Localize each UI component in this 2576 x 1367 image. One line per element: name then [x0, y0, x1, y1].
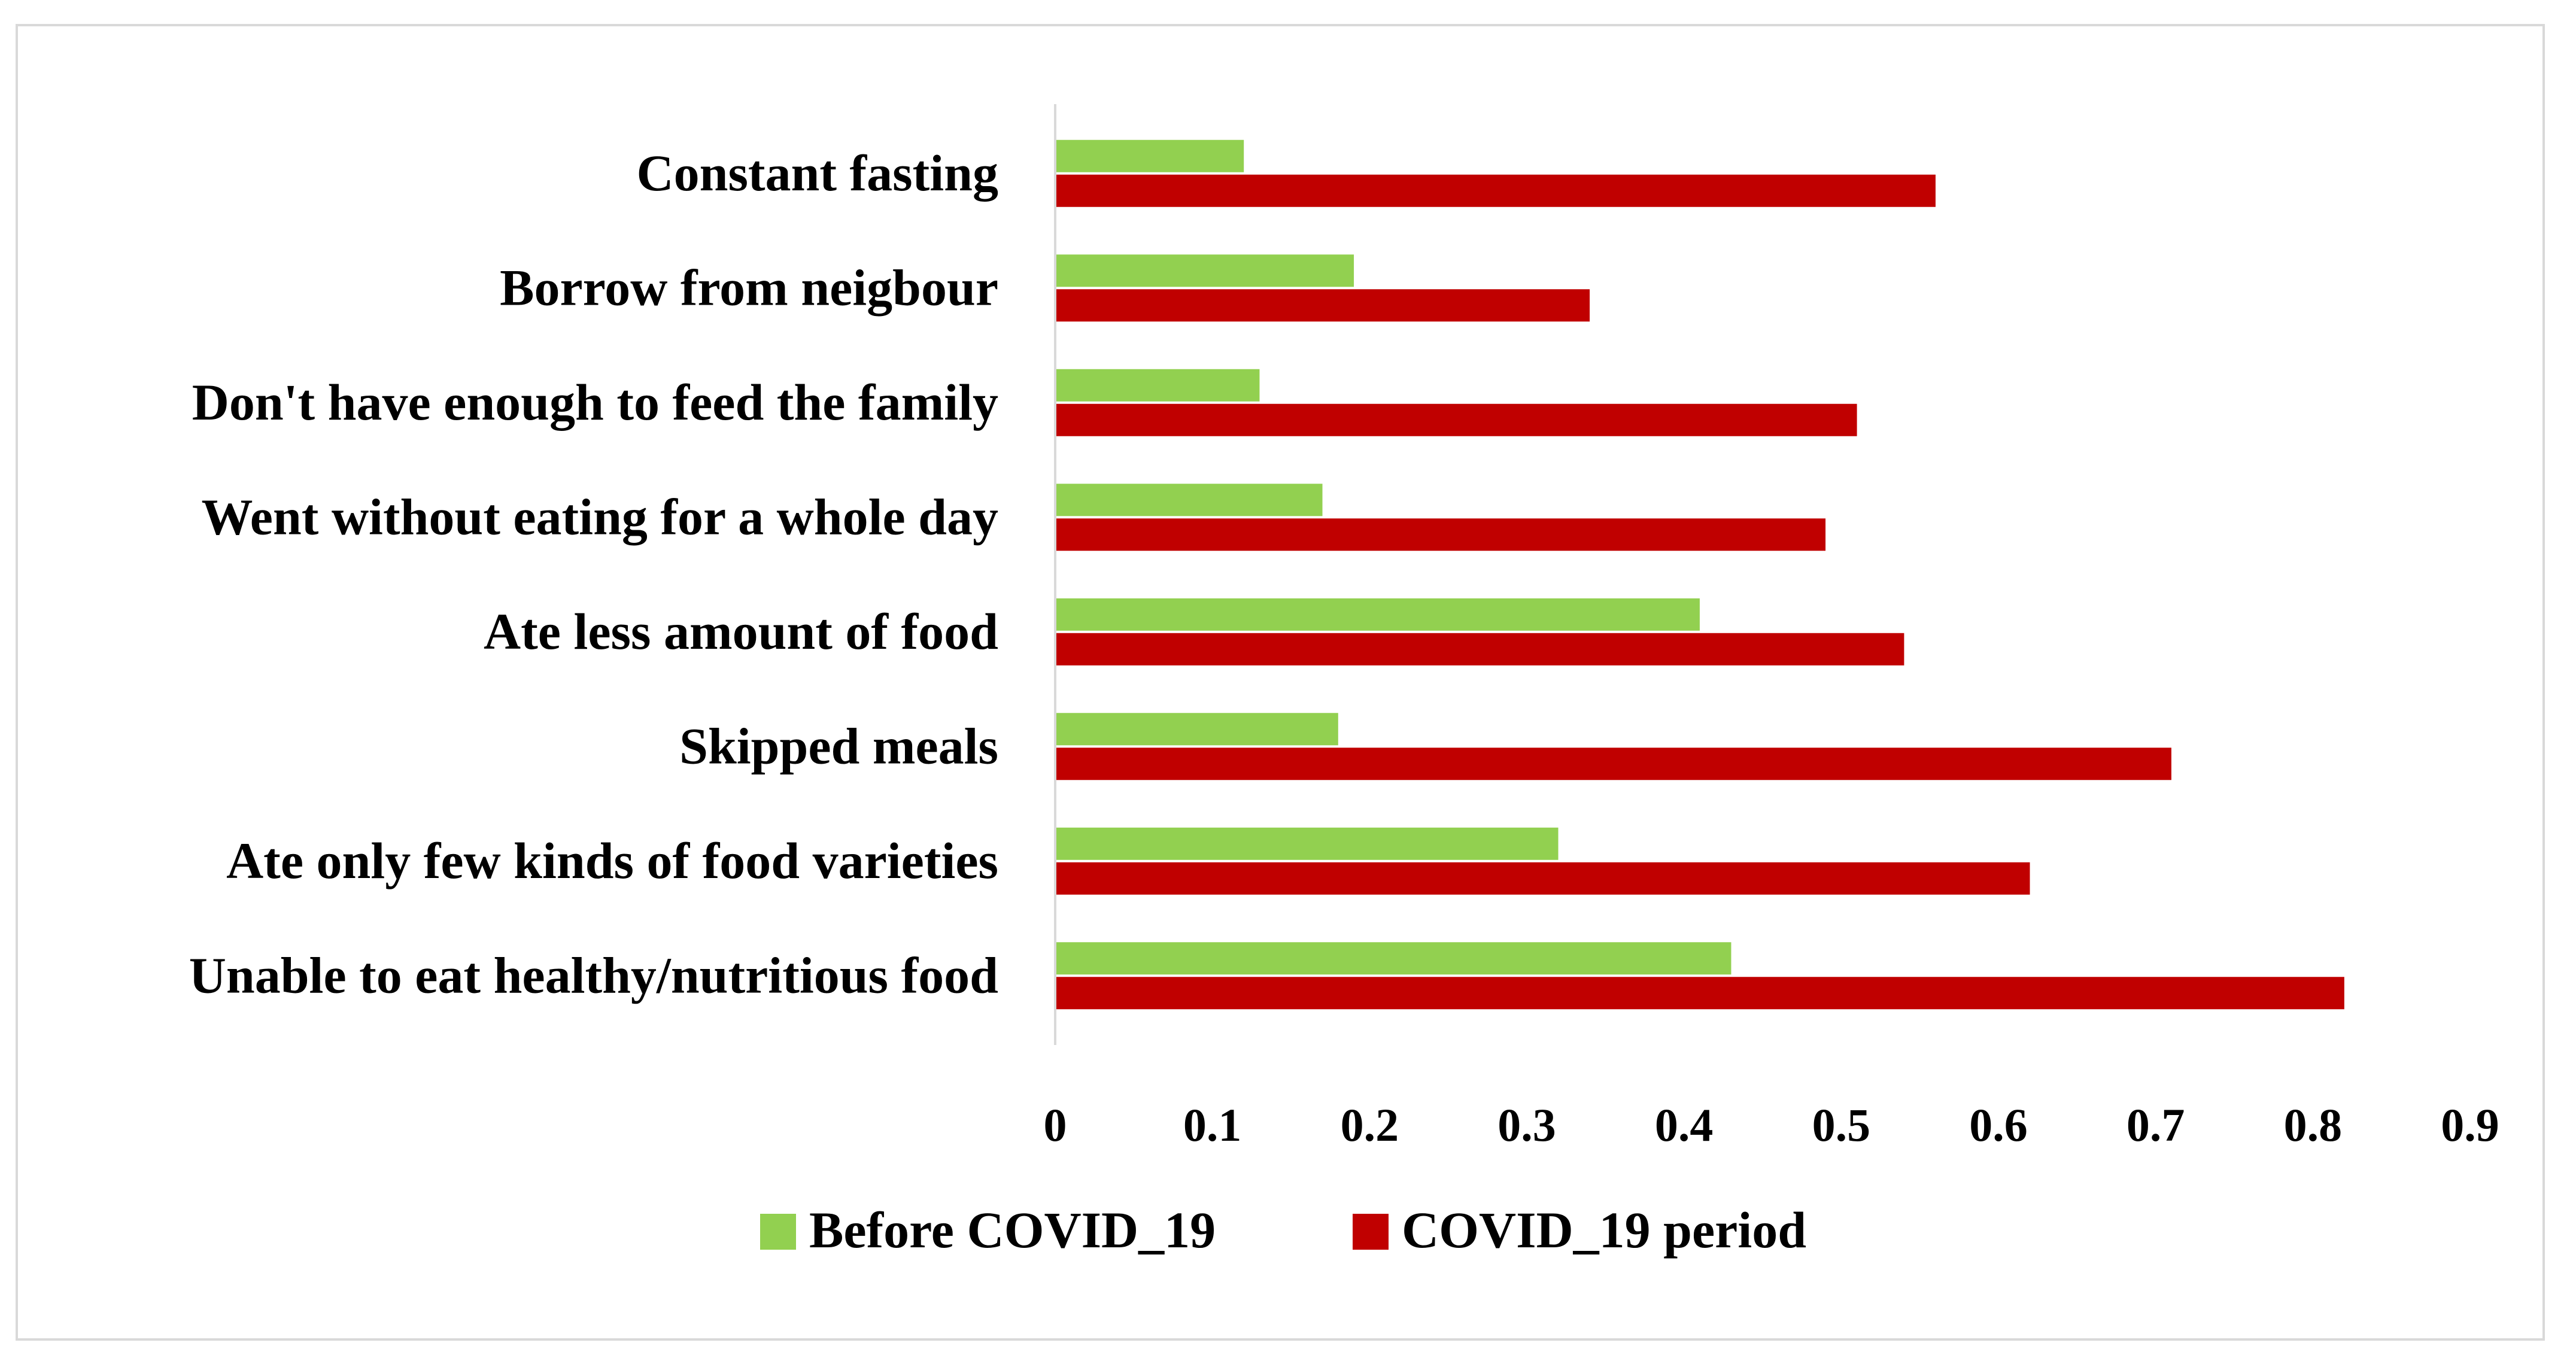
category-label-7: Constant fasting — [637, 144, 998, 202]
x-tick-label-9: 0.9 — [2441, 1099, 2499, 1151]
x-tick-label-2: 0.2 — [1341, 1099, 1399, 1151]
bar-chart: Unable to eat healthy/nutritious food Ate… — [189, 104, 2499, 1259]
bar-covid-period-6 — [1055, 289, 1590, 322]
chart-frame: Unable to eat healthy/nutritious food Ate… — [16, 24, 2545, 1341]
x-tick-label-5: 0.5 — [1812, 1099, 1871, 1151]
category-labels: Unable to eat healthy/nutritious food Ate… — [189, 144, 998, 1004]
bar-before-covid-2 — [1055, 713, 1338, 746]
x-tick-label-7: 0.7 — [2127, 1099, 2185, 1151]
x-tick-label-1: 0.1 — [1183, 1099, 1242, 1151]
bar-covid-period-5 — [1055, 403, 1857, 436]
category-label-5: Don't have enough to feed the family — [192, 373, 998, 431]
bar-before-covid-0 — [1055, 942, 1731, 975]
bar-before-covid-3 — [1055, 598, 1700, 631]
bar-covid-period-1 — [1055, 862, 2030, 895]
bars-layer — [1055, 139, 2344, 1010]
bar-before-covid-7 — [1055, 139, 1244, 172]
category-label-6: Borrow from neigbour — [500, 259, 998, 316]
x-tick-label-8: 0.8 — [2284, 1099, 2343, 1151]
x-tick-label-0: 0 — [1044, 1099, 1067, 1151]
legend-label-1: COVID_19 period — [1402, 1201, 1806, 1259]
bar-before-covid-5 — [1055, 369, 1260, 402]
bar-covid-period-2 — [1055, 748, 2171, 780]
x-tick-label-4: 0.4 — [1655, 1099, 1714, 1151]
category-label-0: Unable to eat healthy/nutritious food — [189, 946, 998, 1004]
category-label-3: Ate less amount of food — [484, 603, 998, 660]
bar-covid-period-0 — [1055, 977, 2344, 1010]
x-tick-label-6: 0.6 — [1969, 1099, 2028, 1151]
category-label-4: Went without eating for a whole day — [202, 488, 998, 545]
category-label-1: Ate only few kinds of food varieties — [226, 832, 998, 889]
bar-covid-period-7 — [1055, 174, 1936, 207]
bar-before-covid-4 — [1055, 484, 1323, 517]
x-axis-ticks: 0 0.1 0.2 0.3 0.4 0.5 0.6 0.7 0.8 0.9 — [1044, 1099, 2499, 1151]
bar-before-covid-6 — [1055, 254, 1354, 287]
legend: Before COVID_19 COVID_19 period — [760, 1201, 1806, 1259]
bar-covid-period-4 — [1055, 518, 1826, 551]
bar-covid-period-3 — [1055, 633, 1904, 666]
bar-before-covid-1 — [1055, 827, 1559, 860]
legend-swatch-0 — [760, 1214, 796, 1250]
legend-label-0: Before COVID_19 — [809, 1201, 1216, 1259]
x-tick-label-3: 0.3 — [1497, 1099, 1556, 1151]
legend-swatch-1 — [1353, 1214, 1389, 1250]
category-label-2: Skipped meals — [679, 717, 998, 774]
